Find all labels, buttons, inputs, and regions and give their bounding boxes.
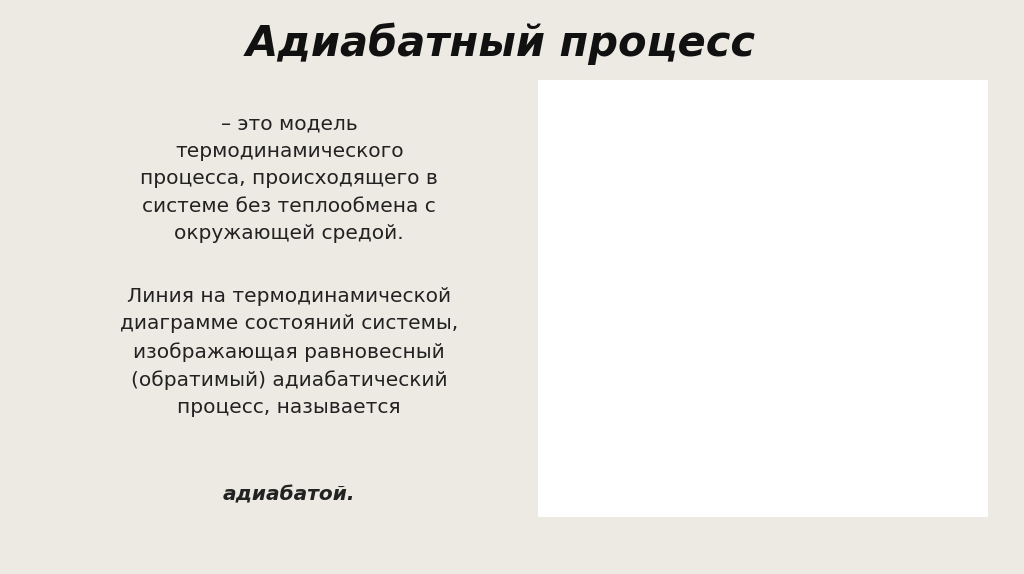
Text: V₁: V₁ bbox=[688, 450, 717, 474]
Text: p₀: p₀ bbox=[577, 177, 604, 201]
Text: p₂: p₂ bbox=[577, 344, 604, 368]
Text: – это модель
термодинамического
процесса, происходящего в
системе без теплообмен: – это модель термодинамического процесса… bbox=[140, 115, 438, 243]
Text: p₁: p₁ bbox=[577, 372, 604, 396]
Text: адиабатой.: адиабатой. bbox=[223, 485, 355, 504]
Text: Линия на термодинамической
диаграмме состояний системы,
изображающая равновесный: Линия на термодинамической диаграмме сос… bbox=[120, 287, 459, 417]
Text: p: p bbox=[610, 133, 630, 159]
Text: Адиабатный процесс: Адиабатный процесс bbox=[246, 23, 756, 65]
Text: V₂: V₂ bbox=[882, 450, 910, 474]
Text: V: V bbox=[932, 449, 952, 475]
